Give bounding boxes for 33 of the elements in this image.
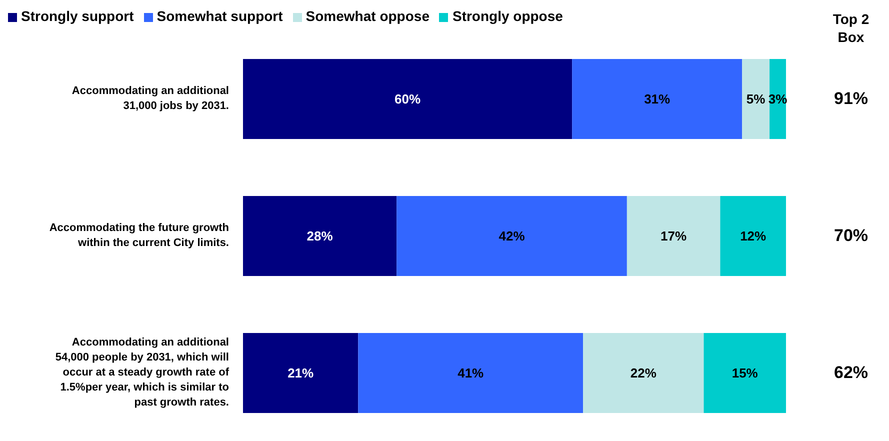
bar (742, 59, 770, 139)
data-label: 12% (740, 228, 767, 244)
bar (572, 59, 742, 139)
bar (720, 196, 786, 276)
bar (243, 196, 397, 276)
bar (243, 59, 572, 139)
data-label: 28% (306, 228, 334, 244)
bar (243, 333, 358, 413)
data-label: 17% (660, 228, 688, 244)
data-label: 41% (458, 366, 484, 380)
bar (626, 196, 720, 276)
data-label: 22% (630, 366, 657, 380)
text: Top 2 Box (832, 10, 870, 46)
text: 62% (832, 362, 870, 382)
bar (704, 333, 786, 413)
text: 70% (832, 226, 870, 246)
data-label: 60% (394, 92, 421, 106)
bar (583, 333, 704, 413)
bar (358, 333, 584, 413)
data-label: 15% (732, 366, 758, 380)
legend-label: Strongly support (21, 8, 134, 24)
legend-label: Somewhat oppose (306, 8, 430, 24)
text: 91% (832, 88, 870, 108)
data-label: 21% (288, 366, 314, 380)
legend-label: Strongly oppose (452, 8, 563, 24)
y-tick-label: Accommodating an additional 54,000 people by 2031, which will occur at a steady growth rate of 1.5%per year, which is similar to past growth rates. (55, 336, 230, 408)
y-tick-label: Accommodating the future growth within the current City limits. (49, 222, 230, 249)
data-label: 31% (644, 92, 671, 106)
data-label: 5% (746, 92, 766, 106)
bar (396, 196, 627, 276)
y-tick-label: Accommodating an additional 31,000 jobs by 2031. (72, 85, 229, 112)
data-label: 42% (498, 228, 526, 244)
legend-label: Somewhat support (156, 8, 283, 24)
